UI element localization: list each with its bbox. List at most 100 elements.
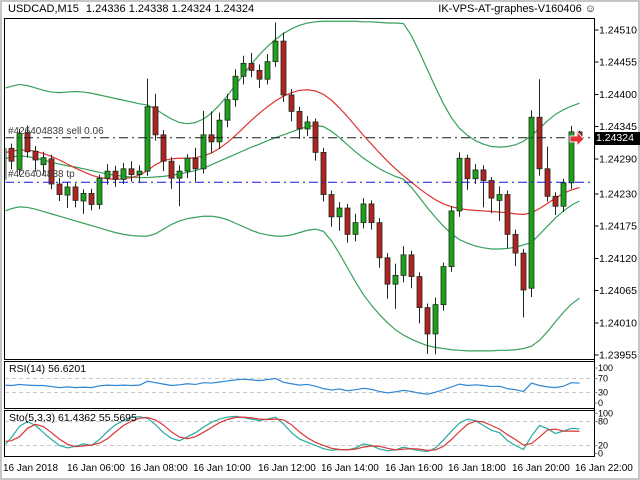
bollinger-middle-line	[5, 124, 580, 250]
time-axis[interactable]: 16 Jan 2018 16 Jan 06:00 16 Jan 08:00 16 Ja…	[3, 463, 633, 474]
candle-down	[408, 254, 415, 277]
candle-down	[480, 169, 487, 181]
ohlc-readout: 1.24336 1.24338 1.24324 1.24324	[85, 3, 255, 15]
candle-down	[152, 106, 159, 136]
candle-down	[112, 170, 119, 180]
candle-down	[320, 151, 327, 195]
candle-down	[48, 158, 55, 185]
candle-up	[232, 75, 239, 101]
candle-up	[120, 168, 127, 180]
main-panel[interactable]	[4, 18, 595, 360]
sto-scale-label: 100	[598, 409, 613, 419]
time-tick-label: 16 Jan 2018	[3, 463, 58, 474]
rsi-scale-label: 100	[598, 363, 613, 373]
stochastic-layer[interactable]	[4, 415, 594, 453]
time-tick-label: 16 Jan 10:00	[193, 463, 251, 474]
main-chart-layer[interactable]	[1, 20, 594, 355]
candle-down	[520, 252, 527, 291]
rsi-indicator-label: RSI(14) 56.6201	[9, 363, 87, 375]
candle-down	[424, 307, 431, 335]
price-tick-label: 1.24400	[599, 89, 637, 101]
candle-down	[488, 180, 495, 199]
candle-down	[160, 134, 167, 162]
stochastic-indicator-label: Sto(5,3,3) 61.4362 55.5695	[9, 412, 137, 424]
candle-down	[504, 194, 511, 235]
sto-scale-label: 80	[598, 417, 608, 427]
price-tick-label: 1.24120	[599, 253, 637, 265]
candle-up	[472, 169, 479, 180]
candle-down	[248, 62, 255, 71]
candle-up	[560, 182, 567, 207]
candle-up	[176, 170, 183, 179]
candle-up	[216, 119, 223, 143]
candle-down	[192, 157, 199, 170]
price-tick-label: 1.24065	[599, 285, 637, 297]
candle-down	[72, 186, 79, 201]
candle-down	[24, 132, 31, 153]
candle-up	[224, 99, 231, 121]
candle-up	[200, 134, 207, 170]
price-tick-label: 1.24230	[599, 188, 637, 200]
candle-up	[360, 203, 367, 224]
time-tick-label: 16 Jan 22:00	[575, 463, 633, 474]
time-tick-label: 16 Jan 18:00	[448, 463, 506, 474]
sell-arrow-icon	[569, 130, 585, 147]
candle-down	[8, 147, 15, 162]
candle-up	[16, 133, 23, 170]
candle-up	[400, 254, 407, 276]
candle-up	[80, 192, 87, 202]
candle-up	[264, 61, 271, 80]
candle-up	[456, 157, 463, 212]
rsi-layer[interactable]	[4, 377, 594, 395]
candle-up	[144, 106, 151, 172]
chart-header: USDCAD,M15 1.24336 1.24338 1.24324 1.2432…	[8, 3, 254, 15]
candle-up	[304, 121, 311, 130]
candle-up	[568, 131, 575, 184]
candle-down	[376, 222, 383, 259]
candle-down	[128, 168, 135, 176]
time-tick-label: 16 Jan 06:00	[67, 463, 125, 474]
candle-down	[368, 203, 375, 224]
candle-down	[288, 94, 295, 112]
price-tick-label: 1.23955	[599, 350, 637, 362]
candle-up	[240, 62, 247, 77]
price-tick-label: 1.24510	[599, 25, 637, 37]
candle-down	[208, 134, 215, 143]
time-tick-label: 16 Jan 14:00	[321, 463, 379, 474]
candle-down	[344, 207, 351, 235]
sto-scale-label: 20	[598, 441, 608, 451]
bollinger-lower-line	[5, 206, 580, 352]
price-tick-label: 1.24290	[599, 153, 637, 165]
candle-down	[552, 195, 559, 207]
rsi-scale-label: 70	[598, 374, 608, 384]
candle-up	[104, 170, 111, 179]
price-tick-label: 1.24010	[599, 317, 637, 329]
candle-down	[536, 116, 543, 170]
candle-down	[512, 233, 519, 254]
candle-up	[272, 40, 279, 63]
candle-up	[184, 157, 191, 172]
candle-down	[168, 160, 175, 179]
candle-up	[40, 157, 47, 166]
candle-up	[136, 170, 143, 176]
sell-order-label: #426404838 sell 0.06	[8, 126, 104, 137]
candle-down	[384, 257, 391, 285]
symbol-period-title: USDCAD,M15	[8, 3, 79, 15]
candle-down	[416, 276, 423, 308]
candle-down	[464, 157, 471, 180]
price-axis[interactable]: 1.24510 1.24455 1.24400 1.24345 1.24290 1.242…	[594, 18, 638, 459]
candle-up	[5, 147, 7, 180]
sto-scale-label: 0	[598, 449, 603, 459]
candle-up	[440, 266, 447, 306]
time-tick-label: 16 Jan 20:00	[512, 463, 570, 474]
candles-layer	[5, 22, 583, 355]
rsi-scale-label: 30	[598, 388, 608, 398]
candle-up	[496, 194, 503, 201]
price-tick-label: 1.24345	[599, 121, 637, 133]
candle-up	[336, 207, 343, 218]
stochastic-k-line	[5, 415, 580, 453]
candle-down	[56, 183, 63, 195]
rsi-line	[5, 377, 580, 395]
